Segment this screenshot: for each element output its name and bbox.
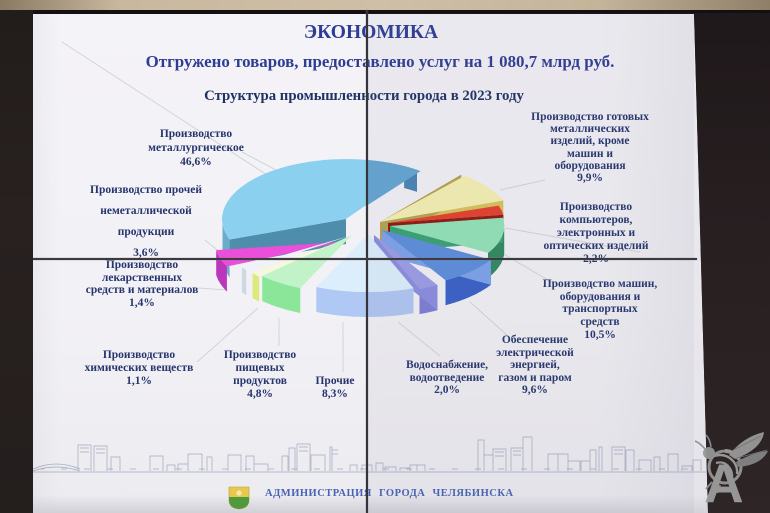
svg-text:A: A [704, 452, 744, 513]
